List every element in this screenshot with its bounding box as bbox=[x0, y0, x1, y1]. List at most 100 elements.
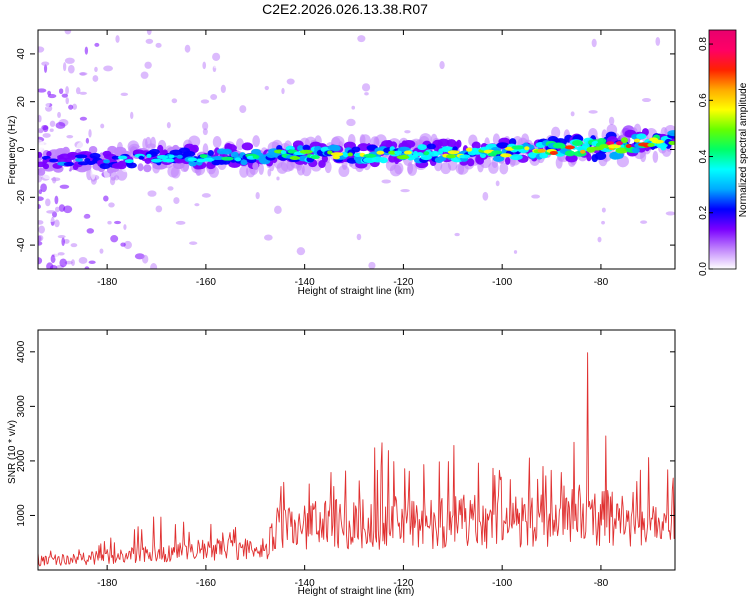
spectrogram-cell bbox=[38, 220, 44, 225]
spectrogram-cell bbox=[513, 250, 518, 254]
spectrogram-cell bbox=[524, 146, 530, 151]
spectrogram-cell bbox=[202, 128, 208, 136]
spectrogram-cell bbox=[85, 137, 90, 144]
spectrogram-cell bbox=[412, 150, 419, 157]
spectrogram-cell bbox=[79, 72, 86, 76]
spectrogram-cell bbox=[88, 260, 96, 265]
spectrogram-cell bbox=[212, 52, 221, 61]
spectrogram-x-tick-label: -120 bbox=[393, 277, 413, 288]
spectrogram-cell bbox=[647, 142, 655, 147]
colorbar-label: Normalized spectral amplitude bbox=[738, 82, 749, 217]
spectrogram-cell bbox=[107, 220, 112, 225]
spectrogram-cell bbox=[327, 150, 333, 155]
spectrogram-cell bbox=[591, 146, 604, 151]
spectrogram-cell bbox=[420, 154, 432, 161]
spectrogram-x-axis-label: Height of straight line (km) bbox=[298, 286, 415, 297]
spectrogram-cell bbox=[631, 147, 640, 154]
colorbar-tick-label: 0.6 bbox=[698, 93, 709, 107]
spectrogram-cell bbox=[299, 149, 313, 154]
spectrogram-cell bbox=[551, 126, 561, 139]
spectrogram-cell bbox=[625, 144, 632, 149]
spectrogram-cell bbox=[346, 118, 356, 127]
spectrogram-cell bbox=[417, 144, 427, 151]
spectrogram-cell bbox=[564, 150, 576, 157]
spectrogram-cell bbox=[56, 73, 63, 80]
spectrogram-cell bbox=[117, 155, 128, 160]
spectrogram-cell bbox=[381, 179, 392, 184]
spectrogram-cell bbox=[38, 88, 47, 93]
spectrogram-cell bbox=[594, 151, 607, 160]
spectrogram-cell bbox=[120, 242, 126, 247]
colorbar: 0.0 0.2 0.4 0.6 0.8 Normalized spectral ampl… bbox=[698, 29, 749, 276]
spectrogram-cell bbox=[394, 162, 404, 175]
spectrogram-cell bbox=[38, 257, 43, 265]
spectrogram-cell bbox=[363, 153, 377, 158]
spectrogram-cell bbox=[252, 162, 259, 171]
spectrogram-cell bbox=[77, 161, 90, 166]
spectrogram-cell bbox=[38, 151, 43, 158]
spectrogram-cell bbox=[200, 110, 206, 119]
spectrogram-cell bbox=[57, 154, 64, 159]
spectrogram-cell bbox=[38, 204, 41, 210]
spectrogram-cell bbox=[46, 210, 56, 214]
spectrogram-cell bbox=[394, 150, 403, 155]
spectrogram-cell bbox=[70, 243, 78, 248]
spectrogram-cell bbox=[145, 136, 152, 149]
spectrogram-cell bbox=[286, 78, 295, 85]
spectrogram-cell bbox=[437, 138, 450, 147]
spectrogram-cell bbox=[446, 139, 457, 148]
colorbar-tick-label: 0.2 bbox=[698, 205, 709, 219]
snr-x-tick-label: -160 bbox=[196, 578, 216, 589]
spectrogram-cell bbox=[297, 145, 304, 152]
spectrogram-cell bbox=[496, 142, 510, 149]
spectrogram-cell bbox=[44, 99, 50, 108]
spectrogram-cell bbox=[138, 155, 144, 160]
spectrogram-cell bbox=[61, 93, 69, 98]
spectrogram-cell bbox=[465, 147, 473, 152]
spectrogram-cell bbox=[520, 266, 527, 269]
spectrogram-cell bbox=[66, 114, 71, 122]
spectrogram-cell bbox=[504, 156, 511, 165]
spectrogram-cell bbox=[636, 133, 647, 140]
spectrogram-cell bbox=[310, 155, 320, 160]
spectrogram-cell bbox=[351, 146, 361, 153]
spectrogram-cell bbox=[492, 133, 500, 146]
snr-x-tick-label: -100 bbox=[492, 578, 512, 589]
spectrogram-cell bbox=[68, 104, 74, 110]
spectrogram-cell bbox=[471, 141, 481, 150]
snr-frame bbox=[37, 329, 676, 571]
spectrogram-cell bbox=[123, 224, 127, 230]
spectrogram-cell bbox=[63, 62, 67, 72]
spectrogram-cell bbox=[53, 43, 59, 52]
spectrogram-cell bbox=[41, 125, 49, 131]
spectrogram-cell bbox=[150, 263, 158, 269]
spectrogram-cell bbox=[274, 205, 282, 214]
spectrogram-cell bbox=[255, 191, 260, 200]
spectrogram-x-tick-label: -80 bbox=[594, 277, 609, 288]
spectrogram-cell bbox=[368, 261, 376, 269]
spectrogram-cell bbox=[491, 150, 503, 155]
spectrogram-cell bbox=[150, 136, 156, 149]
snr-y-tick-label: 1000 bbox=[16, 504, 27, 527]
spectrogram-cell bbox=[667, 130, 675, 137]
colorbar-tick-label: 0.0 bbox=[698, 262, 709, 276]
spectrogram-cell bbox=[416, 236, 420, 241]
spectrogram-cell bbox=[423, 151, 430, 156]
spectrogram-cell bbox=[356, 233, 362, 241]
spectrogram-cell bbox=[264, 234, 273, 241]
spectrogram-cell bbox=[49, 120, 56, 127]
spectrogram-cell bbox=[221, 156, 234, 161]
spectrogram-cell bbox=[407, 163, 418, 176]
spectrogram-cell bbox=[276, 145, 283, 152]
snr-panel: -180 -160 -140 -120 -100 -80 1000 2000 3000 4000… bbox=[7, 329, 676, 597]
spectrogram-cell bbox=[47, 90, 52, 96]
spectrogram-cell bbox=[84, 46, 89, 55]
spectrogram-cell bbox=[110, 234, 119, 243]
spectrogram-cell bbox=[75, 87, 81, 95]
spectrogram-cell bbox=[166, 122, 171, 129]
spectrogram-cell bbox=[202, 157, 215, 162]
spectrogram-cell bbox=[54, 219, 60, 228]
spectrogram-cell bbox=[331, 152, 344, 157]
snr-x-ticks: -180 -160 -140 -120 -100 -80 bbox=[97, 330, 609, 589]
spectrogram-cell bbox=[577, 210, 582, 216]
